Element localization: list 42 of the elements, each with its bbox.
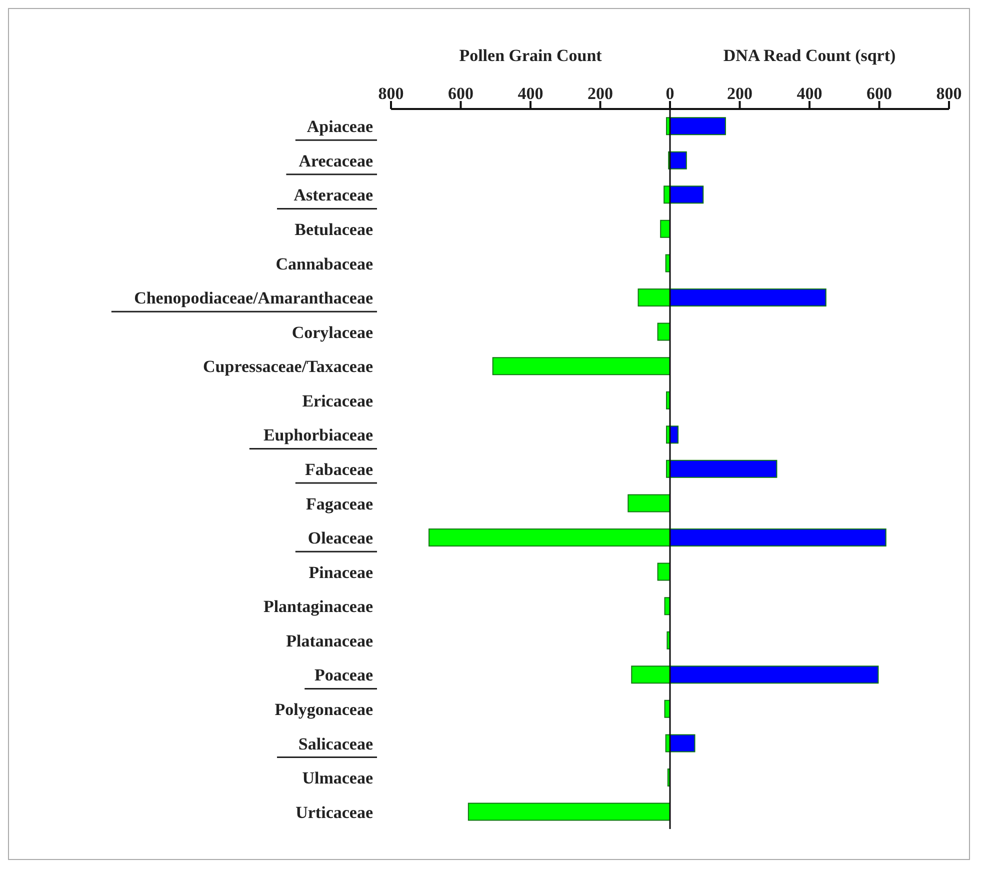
x-tick-label: 0 bbox=[666, 84, 674, 103]
bar bbox=[468, 802, 670, 821]
y-tick-label: Plantaginaceae bbox=[263, 597, 374, 616]
x-tick-label: 600 bbox=[448, 84, 474, 103]
bar bbox=[670, 460, 778, 478]
bar bbox=[670, 117, 726, 136]
y-tick-label: Fagaceae bbox=[306, 494, 374, 514]
y-tick-label: Salicaceae bbox=[298, 734, 374, 754]
x-tick-label: 400 bbox=[796, 84, 822, 103]
y-tick-label: Cannabaceae bbox=[276, 254, 374, 274]
x-tick-label: 800 bbox=[936, 84, 962, 103]
x-tick-label: 200 bbox=[588, 84, 613, 103]
y-tick-label: Betulaceae bbox=[294, 220, 374, 239]
bar bbox=[670, 151, 687, 170]
bar bbox=[670, 734, 696, 752]
x-tick-label: 600 bbox=[866, 84, 892, 103]
text: DNA Read Count (sqrt) bbox=[723, 46, 896, 65]
bar bbox=[657, 322, 670, 341]
y-tick-label: Fabaceae bbox=[305, 460, 374, 479]
y-tick-label: Oleaceae bbox=[308, 528, 374, 548]
y-tick-label: Polygonaceae bbox=[274, 700, 374, 719]
x-tick-label: 200 bbox=[727, 84, 752, 103]
y-tick-label: Cupressaceae/Taxaceae bbox=[203, 357, 374, 376]
bar bbox=[660, 220, 670, 238]
y-tick-label: Asteraceae bbox=[294, 186, 374, 205]
bar bbox=[657, 562, 670, 581]
y-tick-label: Chenopodiaceae/Amaranthaceae bbox=[134, 288, 374, 308]
y-tick-label: Arecaceae bbox=[298, 151, 374, 170]
y-tick-label: Urticaceae bbox=[296, 802, 374, 822]
y-tick-label: Pinaceae bbox=[308, 562, 374, 582]
y-tick-label: Ericaceae bbox=[302, 391, 374, 410]
y-tick-label: Corylaceae bbox=[292, 322, 374, 342]
bar bbox=[492, 357, 670, 376]
bar bbox=[628, 494, 670, 512]
text: Pollen Grain Count bbox=[459, 46, 602, 65]
x-tick-label: 400 bbox=[518, 84, 544, 103]
y-tick-label: Ulmaceae bbox=[302, 768, 374, 788]
y-tick-label: Poaceae bbox=[314, 666, 374, 685]
y-tick-label: Apiaceae bbox=[306, 117, 374, 136]
y-tick-label: Euphorbiaceae bbox=[263, 426, 374, 445]
y-tick-label: Platanaceae bbox=[286, 631, 374, 650]
x-tick-label: 800 bbox=[378, 84, 404, 103]
